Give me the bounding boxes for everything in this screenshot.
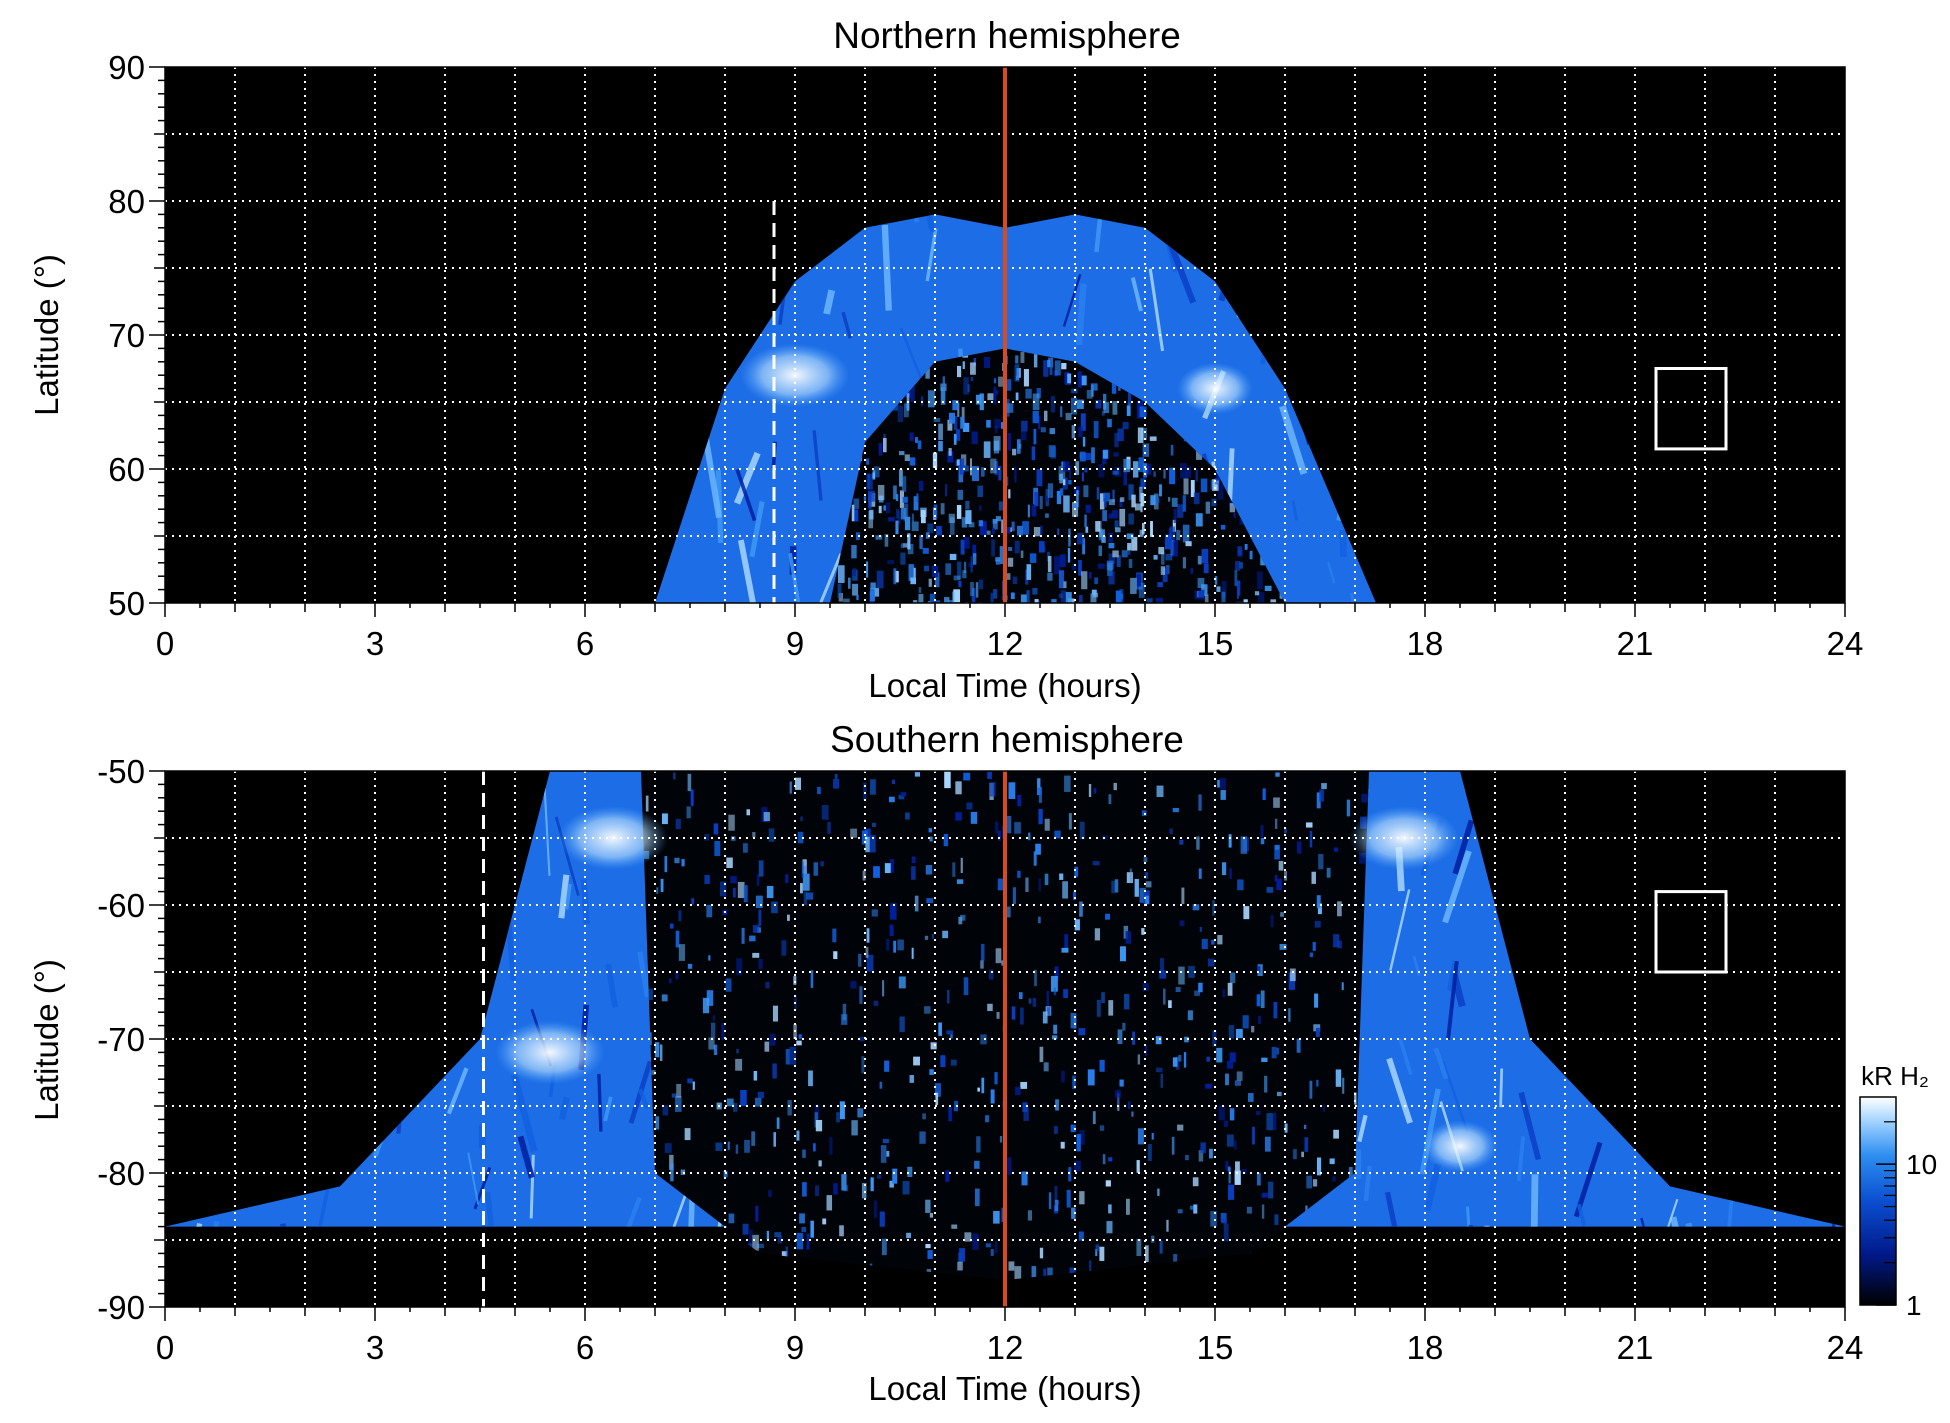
north-x-tick-label: 12 xyxy=(987,625,1024,662)
colorbar-tick-label: 1 xyxy=(1906,1290,1922,1321)
colorbar-gradient xyxy=(1859,1096,1897,1306)
north-x-tick-label: 0 xyxy=(156,625,174,662)
south-x-tick-label: 24 xyxy=(1827,1329,1864,1366)
north-y-tick-label: 60 xyxy=(108,451,145,488)
north-bright-spot-1 xyxy=(1177,362,1253,415)
south-x-tick-label: 18 xyxy=(1407,1329,1444,1366)
south-bright-spot-3 xyxy=(1422,1120,1498,1173)
south-y-label: Latitude (°) xyxy=(28,959,65,1121)
south-x-tick-label: 9 xyxy=(786,1329,804,1366)
south-y-tick-label: -60 xyxy=(97,887,145,924)
north-title: Northern hemisphere xyxy=(833,15,1181,56)
south-region-box xyxy=(1654,890,1728,974)
south-x-tick-label: 3 xyxy=(366,1329,384,1366)
north-y-tick-label: 90 xyxy=(108,49,145,86)
north-y-tick-label: 70 xyxy=(108,317,145,354)
colorbar-label: kR H₂ xyxy=(1861,1061,1929,1091)
north-x-tick-label: 6 xyxy=(576,625,594,662)
south-x-tick-label: 0 xyxy=(156,1329,174,1366)
north-x-tick-label: 24 xyxy=(1827,625,1864,662)
south-x-tick-label: 21 xyxy=(1617,1329,1654,1366)
south-x-tick-label: 15 xyxy=(1197,1329,1234,1366)
north-x-tick-label: 9 xyxy=(786,625,804,662)
north-x-tick-label: 15 xyxy=(1197,625,1234,662)
south-x-tick-label: 12 xyxy=(987,1329,1024,1366)
north-x-tick-label: 21 xyxy=(1617,625,1654,662)
south-title: Southern hemisphere xyxy=(830,719,1184,760)
south-x-tick-label: 6 xyxy=(576,1329,594,1366)
colorbar-tick-label: 10 xyxy=(1906,1149,1937,1180)
south-x-label: Local Time (hours) xyxy=(868,1370,1141,1407)
south-bright-spot-0 xyxy=(495,1020,605,1085)
colorbar: kR H₂ 1 10 xyxy=(1859,1061,1937,1321)
north-emission-map xyxy=(655,214,1376,603)
north-x-tick-label: 3 xyxy=(366,625,384,662)
north-y-tick-label: 50 xyxy=(108,585,145,622)
north-y-label: Latitude (°) xyxy=(28,254,65,416)
south-y-tick-label: -50 xyxy=(97,753,145,790)
southern-panel: Southern hemisphere 0 3 6 9 12 15 18 21 24 -90 -80… xyxy=(28,719,1863,1407)
south-y-tick-label: -90 xyxy=(97,1289,145,1326)
northern-panel: Northern hemisphere 0 3 6 9 12 15 18 21 24 50 60 70… xyxy=(28,15,1863,704)
south-y-tick-label: -70 xyxy=(97,1021,145,1058)
north-x-label: Local Time (hours) xyxy=(868,667,1141,704)
south-y-tick-label: -80 xyxy=(97,1155,145,1192)
north-x-tick-label: 18 xyxy=(1407,625,1444,662)
north-region-box xyxy=(1654,367,1728,451)
north-y-tick-label: 80 xyxy=(108,183,145,220)
